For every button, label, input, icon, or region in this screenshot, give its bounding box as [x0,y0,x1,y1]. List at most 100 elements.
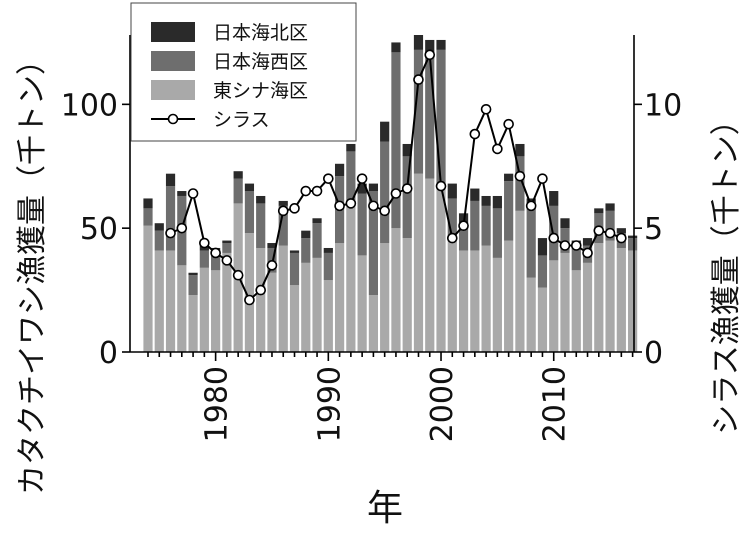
right-y-tick-label: 0 [644,336,663,371]
legend-label: シラス [213,109,270,131]
bar-segment [289,252,300,286]
bar-segment [549,260,559,352]
bar-segment [616,247,626,352]
legend-swatch [151,51,195,71]
bar-segment [582,262,593,352]
shirasu-line-layer [165,49,627,306]
legend-marker [167,113,179,125]
bar-segment [278,245,288,352]
bar-segment [605,240,615,352]
bar-segment [470,250,480,352]
bar-segment [211,270,221,352]
bar-segment [368,295,378,352]
bar-segment [380,121,390,142]
bar-segment [628,235,638,239]
bar-segment [402,156,412,239]
bar-segment [605,203,615,211]
bar-segment [425,39,435,55]
shirasu-point [582,247,593,259]
shirasu-point [435,180,447,192]
shirasu-point [379,205,390,217]
shirasu-point [413,74,424,85]
shirasu-point [424,49,436,61]
shirasu-point [300,185,312,197]
bar-segment [526,208,536,278]
bar-segment [447,198,457,239]
bar-segment [391,52,401,229]
shirasu-point [232,269,244,281]
bar-segment [436,186,446,352]
bar-segment [267,243,277,248]
bar-segment [481,195,491,206]
bar-segment [165,173,176,187]
bar-segment [470,200,480,251]
bar-segment [312,257,322,352]
shirasu-point [446,232,458,244]
bar-segment [256,195,266,204]
shirasu-point [492,143,503,155]
bar-segment [222,243,232,253]
bar-segment [312,218,322,224]
bar-segment [323,280,333,352]
bar-segment [154,223,164,231]
shirasu-point [266,260,278,271]
right-y-axis-title: シラス漁獲量（千トン） [709,105,744,434]
bar-segment [537,287,548,352]
shirasu-point [401,183,413,194]
bar-segment [278,205,288,246]
bar-segment [301,230,311,239]
bar-segment [560,252,570,352]
bar-segment [594,243,604,352]
bar-segment [605,210,615,241]
bar-segment [289,250,300,253]
bar-segment [537,255,548,288]
shirasu-point [334,200,345,212]
x-tick-label: 1990 [312,366,347,442]
bar-segment [346,205,356,352]
legend-label: 東シナ海区 [213,80,308,102]
shirasu-point [255,284,267,296]
bar-segment [413,35,424,50]
x-tick-label: 2000 [425,366,460,442]
left-y-tick-label: 100 [61,88,118,123]
bar-segment [616,228,626,234]
bar-segment [323,247,333,253]
bar-segment [402,238,412,352]
shirasu-point [593,225,605,236]
bar-segment [391,228,401,352]
bar-segment [447,183,457,199]
left-y-tick-label: 0 [99,336,118,371]
bar-segment [492,195,502,209]
legend-label: 日本海北区 [213,22,308,44]
bar-segment [526,277,536,352]
bar-segment [357,255,367,352]
bar-segment [560,218,570,229]
bar-segment [582,238,593,246]
bar-segment [357,193,367,256]
bar-segment [188,272,198,276]
shirasu-point [458,220,469,231]
bar-segment [256,247,266,352]
bar-segment [470,188,480,201]
bar-segment [492,208,502,258]
bar-segment [267,272,277,352]
shirasu-point [199,237,210,249]
bar-segment [199,267,209,352]
bar-segment [357,183,367,194]
shirasu-point [311,185,323,197]
bar-segment [436,49,446,187]
bar-segment [154,230,164,251]
left-y-axis-title: カタクチイワシ漁獲量（千トン） [15,45,50,495]
x-tick-label: 2010 [538,366,573,442]
shirasu-point [323,173,334,184]
shirasu-point [548,232,560,244]
shirasu-point [277,205,289,217]
bar-segment [222,252,232,352]
bar-segment [177,191,187,196]
bar-segment [233,178,243,204]
bar-segment [346,151,356,206]
bar-segment [368,191,378,296]
shirasu-point [176,222,188,234]
